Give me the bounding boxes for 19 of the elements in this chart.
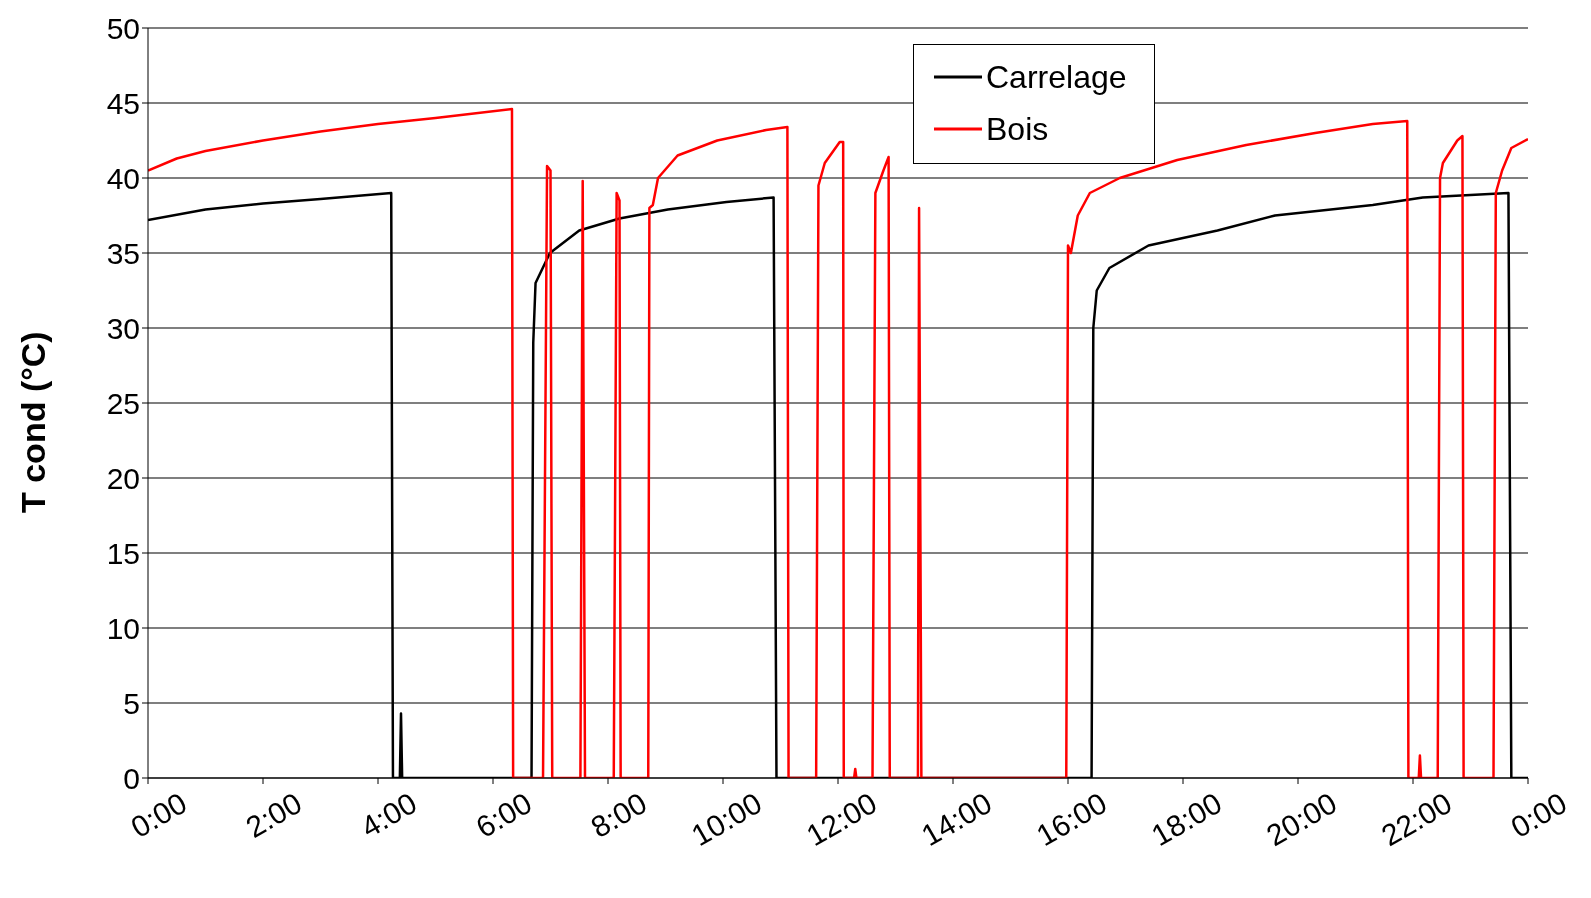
y-tick-label: 50 — [106, 11, 140, 45]
y-tick-label: 45 — [106, 86, 140, 120]
x-tick-label: 4:00 — [355, 786, 423, 844]
x-tick-label: 8:00 — [585, 786, 653, 844]
y-tick-label: 30 — [106, 311, 140, 345]
legend-label: Carrelage — [986, 58, 1127, 96]
y-axis-title: T cond (°C) — [14, 331, 53, 513]
x-tick-label: 6:00 — [470, 786, 538, 844]
y-tick-label: 10 — [106, 611, 140, 645]
x-tick-label: 2:00 — [240, 786, 308, 844]
y-tick-label: 20 — [106, 461, 140, 495]
y-tick-label: 15 — [106, 536, 140, 570]
x-tick-label: 0:00 — [1505, 786, 1573, 844]
y-tick-label: 0 — [123, 761, 140, 795]
y-tick-label: 40 — [106, 161, 140, 195]
y-tick-label: 5 — [123, 686, 140, 720]
y-tick-label: 35 — [106, 236, 140, 270]
y-tick-label: 25 — [106, 386, 140, 420]
legend-label: Bois — [986, 110, 1049, 148]
